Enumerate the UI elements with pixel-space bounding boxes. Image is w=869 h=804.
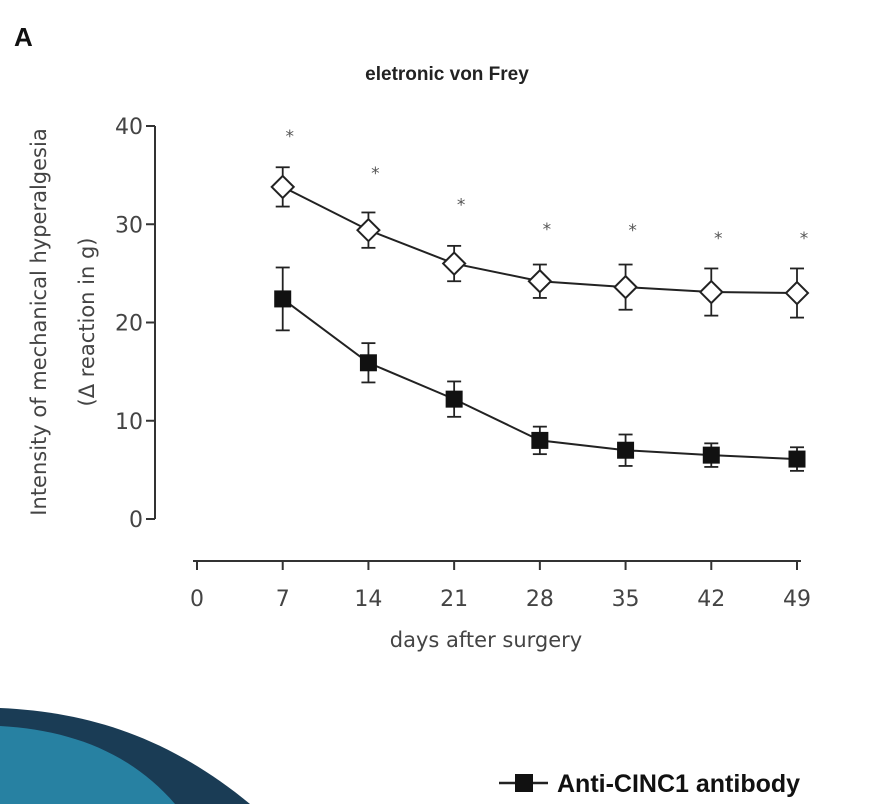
data-point-open-diamond: [613, 274, 638, 300]
x-tick-label: 28: [526, 587, 554, 612]
significance-star: *: [285, 127, 294, 147]
data-point-filled-square: [274, 290, 292, 308]
x-tick-label: 7: [276, 587, 290, 612]
series-1: [270, 166, 810, 319]
legend-label: Anti-CINC1 antibody: [557, 770, 800, 798]
y-tick-label: 10: [115, 410, 143, 435]
data-point-open-diamond: [784, 280, 810, 306]
x-axis-label: days after surgery: [390, 628, 582, 652]
significance-star: *: [800, 229, 809, 249]
data-point-open-diamond: [270, 174, 296, 200]
significance-star: *: [371, 164, 380, 184]
swoosh-teal-shape: [0, 726, 175, 804]
x-tick-label: 0: [190, 587, 204, 612]
chart-title: eletronic von Frey: [365, 64, 529, 85]
significance-star: *: [714, 229, 723, 249]
y-tick-label: 30: [115, 213, 143, 238]
x-tick-label: 35: [612, 587, 640, 612]
data-point-filled-square: [445, 390, 463, 408]
data-point-open-diamond: [356, 217, 381, 243]
y-axis-label-line1: Intensity of mechanical hyperalgesia: [27, 128, 51, 515]
data-point-open-diamond: [698, 279, 724, 305]
legend: Anti-CINC1 antibody: [499, 770, 800, 798]
data-point-filled-square: [788, 450, 806, 468]
y-tick-label: 20: [115, 312, 143, 337]
significance-star: *: [457, 196, 466, 216]
data-point-filled-square: [359, 354, 377, 372]
data-point-filled-square: [617, 441, 635, 459]
y-axis: 0 10 20 30 40: [115, 115, 156, 533]
decorative-swoosh: [0, 708, 250, 804]
panel-label: A: [14, 22, 33, 52]
y-tick-label: 40: [115, 115, 143, 140]
series-layer: [270, 166, 810, 472]
data-point-filled-square: [531, 431, 549, 449]
data-point-filled-square: [702, 446, 720, 464]
x-axis: 0 7 14 21 28 35 42 49: [190, 560, 811, 612]
x-tick-label: 42: [697, 587, 725, 612]
y-axis-label: Intensity of mechanical hyperalgesia (Δ …: [27, 128, 99, 515]
data-point-open-diamond: [441, 251, 467, 276]
significance-star: *: [543, 220, 552, 240]
data-point-open-diamond: [527, 268, 553, 294]
y-axis-label-line2: (Δ reaction in g): [75, 238, 99, 407]
significance-star: *: [628, 221, 637, 241]
x-tick-label: 21: [440, 587, 468, 612]
x-tick-label: 14: [354, 587, 382, 612]
series-2: [274, 266, 806, 472]
legend-marker: [515, 774, 533, 792]
y-tick-label: 0: [129, 508, 143, 533]
annotation-layer: * * * * * * *: [285, 127, 808, 249]
x-tick-label: 49: [783, 587, 811, 612]
